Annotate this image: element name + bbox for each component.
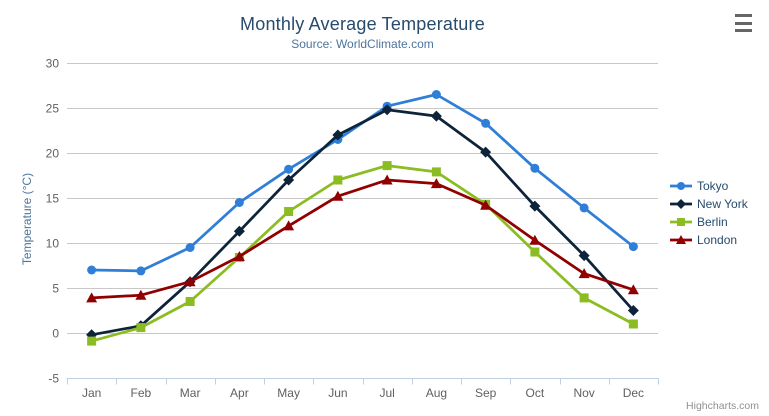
data-point-new-york-jun[interactable] [332, 129, 344, 141]
data-point-london-sep[interactable] [480, 199, 492, 210]
data-point-tokyo-nov[interactable] [579, 203, 589, 213]
triangle-legend-marker-icon [670, 235, 692, 244]
hamburger-icon [735, 29, 752, 32]
legend-item-new-york[interactable]: New York [670, 195, 748, 213]
data-point-london-may[interactable] [283, 220, 295, 231]
triangle-legend-marker-icon[interactable] [676, 235, 686, 244]
data-point-berlin-nov[interactable] [579, 293, 589, 303]
hamburger-icon [735, 14, 752, 17]
data-point-berlin-may[interactable] [284, 207, 294, 216]
data-point-tokyo-sep[interactable] [481, 118, 491, 128]
legend-label: Berlin [697, 215, 728, 229]
export-menu-button[interactable] [731, 13, 757, 33]
data-point-berlin-jul[interactable] [382, 161, 392, 171]
y-tick-label: -5 [48, 372, 59, 386]
data-point-london-jul[interactable] [381, 174, 393, 185]
square-legend-marker-icon [670, 218, 692, 226]
y-axis-title: Temperature (°C) [20, 172, 34, 266]
x-tick-label: Jan [82, 386, 101, 400]
y-tick-label: 20 [46, 147, 60, 161]
data-point-tokyo-feb[interactable] [136, 266, 146, 276]
legend-item-london[interactable]: London [670, 231, 748, 249]
legend-label: Tokyo [697, 179, 729, 193]
chart-title: Monthly Average Temperature [240, 14, 485, 34]
series-london [86, 174, 639, 303]
data-point-berlin-mar[interactable] [185, 297, 195, 306]
data-point-london-dec[interactable] [627, 284, 639, 295]
legend-label: London [697, 233, 738, 247]
x-tick-label: Jul [379, 386, 394, 400]
y-tick-label: 15 [46, 192, 60, 206]
data-point-new-york-sep[interactable] [480, 146, 492, 158]
x-tick-label: Aug [426, 386, 447, 400]
data-point-new-york-jul[interactable] [381, 104, 393, 116]
series-line-berlin[interactable] [90, 164, 635, 343]
legend-label: New York [697, 197, 748, 211]
x-tick-label: Oct [526, 386, 545, 400]
diamond-legend-marker-icon [670, 199, 692, 209]
legend: Tokyo New York Berlin London [670, 177, 748, 249]
series-line-new-york[interactable] [90, 108, 635, 337]
series-tokyo [87, 90, 638, 276]
data-point-berlin-dec[interactable] [628, 319, 638, 329]
data-point-berlin-jun[interactable] [333, 175, 343, 185]
y-tick-label: 25 [46, 102, 60, 116]
x-tick-label: Mar [180, 386, 201, 400]
data-point-london-oct[interactable] [529, 234, 541, 245]
chart-subtitle: Source: WorldClimate.com [291, 37, 434, 51]
x-tick-label: Nov [573, 386, 594, 400]
y-tick-label: 10 [46, 237, 60, 251]
data-point-berlin-jan[interactable] [87, 336, 97, 346]
data-point-new-york-dec[interactable] [627, 305, 639, 316]
data-point-berlin-feb[interactable] [136, 323, 146, 333]
x-tick-label: Apr [230, 386, 249, 400]
series-new-york [86, 104, 639, 341]
hamburger-icon [735, 21, 752, 25]
data-point-berlin-oct[interactable] [530, 247, 540, 257]
data-point-tokyo-aug[interactable] [431, 90, 441, 99]
data-point-london-apr[interactable] [233, 251, 245, 261]
x-tick-label: Feb [131, 386, 152, 400]
series-berlin [87, 161, 638, 346]
y-tick-label: 5 [52, 282, 59, 296]
data-point-tokyo-dec[interactable] [628, 242, 638, 252]
legend-item-berlin[interactable]: Berlin [670, 213, 748, 231]
data-point-london-jan[interactable] [86, 292, 98, 303]
highcharts-credits-link[interactable]: Highcharts.com [686, 400, 759, 412]
data-point-london-mar[interactable] [184, 276, 196, 287]
x-tick-label: Jun [328, 386, 347, 400]
x-tick-label: Sep [475, 386, 497, 400]
data-point-london-jun[interactable] [332, 190, 344, 201]
data-point-tokyo-oct[interactable] [530, 163, 540, 173]
data-point-new-york-oct[interactable] [529, 200, 541, 212]
legend-item-tokyo[interactable]: Tokyo [670, 177, 748, 195]
y-tick-label: 0 [52, 327, 59, 341]
circle-legend-marker-icon[interactable] [677, 182, 685, 190]
data-point-new-york-nov[interactable] [578, 250, 590, 262]
data-point-london-feb[interactable] [135, 289, 147, 300]
square-legend-marker-icon[interactable] [677, 218, 685, 226]
data-point-tokyo-may[interactable] [284, 164, 294, 174]
x-tick-label: May [277, 386, 300, 400]
data-point-new-york-aug[interactable] [430, 110, 442, 122]
series-line-london[interactable] [90, 178, 635, 300]
data-point-berlin-aug[interactable] [431, 167, 441, 177]
data-point-tokyo-jan[interactable] [87, 265, 97, 275]
data-point-tokyo-apr[interactable] [234, 198, 244, 207]
diamond-legend-marker-icon[interactable] [676, 199, 686, 209]
data-point-new-york-may[interactable] [283, 174, 295, 186]
y-tick-label: 30 [46, 57, 60, 71]
circle-legend-marker-icon [670, 182, 692, 190]
data-point-london-nov[interactable] [578, 268, 590, 279]
data-point-tokyo-mar[interactable] [185, 243, 195, 252]
x-tick-label: Dec [623, 386, 644, 400]
data-point-new-york-apr[interactable] [233, 225, 245, 237]
data-point-london-aug[interactable] [430, 178, 442, 189]
